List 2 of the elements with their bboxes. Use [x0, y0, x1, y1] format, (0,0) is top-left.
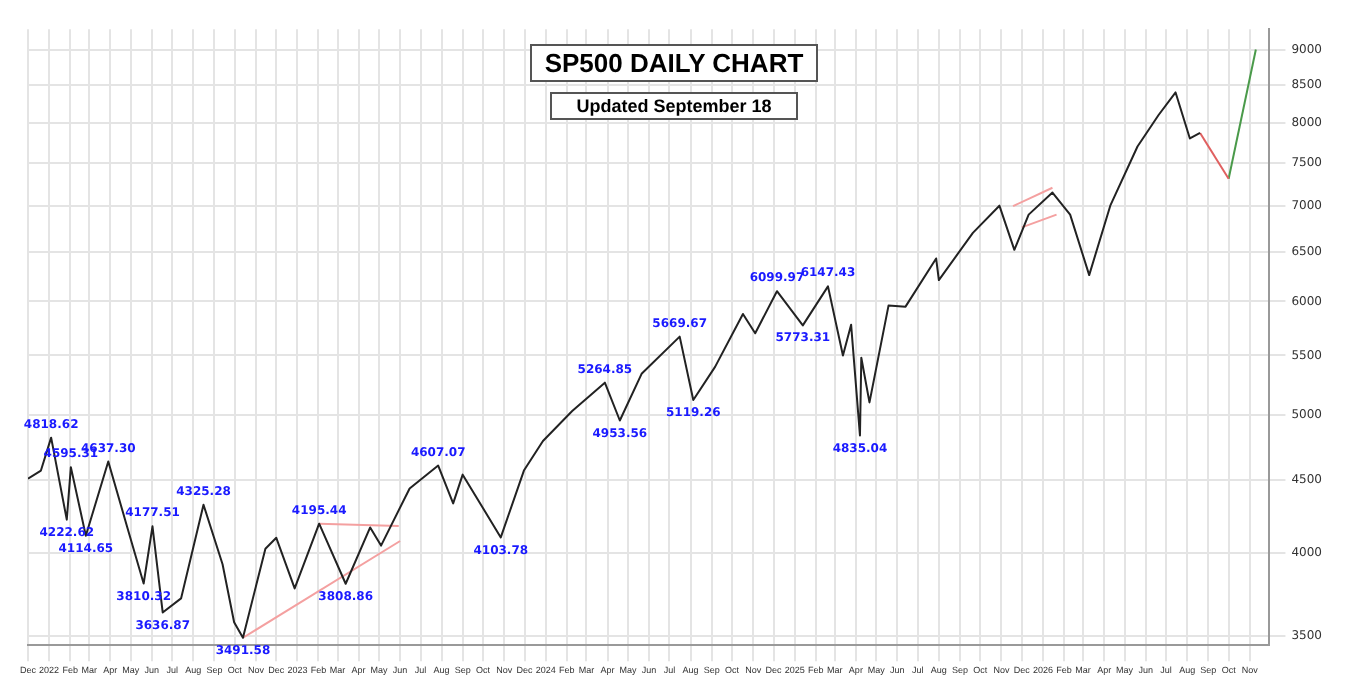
text: SP500 DAILY CHART: [530, 44, 818, 82]
text: Updated September 18: [550, 92, 798, 120]
